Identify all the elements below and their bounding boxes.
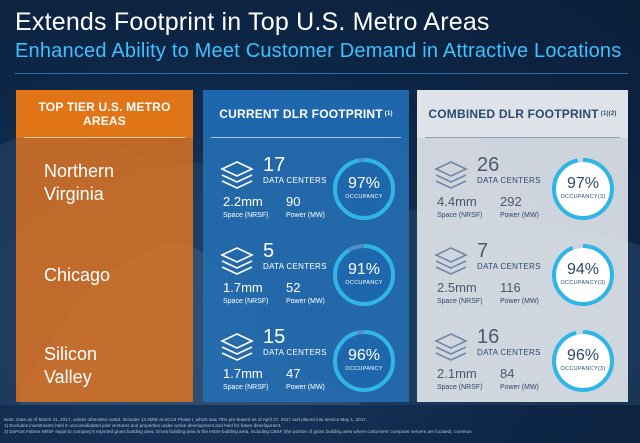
current-footprint-header: CURRENT DLR FOOTPRINT (1)	[203, 90, 409, 138]
data-center-stack-icon	[220, 333, 254, 361]
combined-footprint-column: COMBINED DLR FOOTPRINT (1)(2) 26 DATA CENT…	[417, 90, 628, 402]
power-value: 84	[500, 366, 515, 381]
data-center-stack-icon	[434, 247, 468, 275]
space-label: Space (NRSF)	[437, 298, 483, 305]
data-center-stack-icon	[434, 161, 468, 189]
occupancy-percent: 97%	[347, 175, 381, 192]
occupancy-ring-fill	[552, 158, 614, 220]
metro-northern-virginia: Northern Virginia	[44, 161, 115, 204]
data-centers-label: DATA CENTERS	[263, 176, 327, 185]
occupancy-percent: 94%	[566, 261, 600, 278]
data-center-count: 5	[263, 240, 275, 262]
footnote-1: 1) Excludes investments held in unconsol…	[4, 423, 282, 428]
power-label: Power (MW)	[286, 384, 325, 391]
occupancy-ring-graphic	[552, 244, 614, 306]
space-label: Space (NRSF)	[223, 298, 269, 305]
current-row-chicago: 5 DATA CENTERS 1.7mm 52 Space (NRSF) Power (M…	[203, 240, 409, 328]
occupancy-ring-fill	[552, 330, 614, 392]
combined-footprint-header: COMBINED DLR FOOTPRINT (1)(2)	[417, 90, 628, 138]
current-footprint-column: CURRENT DLR FOOTPRINT (1) 17 DATA CENTERS 2…	[203, 90, 409, 402]
footnote-note: Note: Data as of March 31, 2017, unless …	[4, 417, 368, 422]
space-value: 2.2mm	[223, 194, 263, 209]
footnotes: Note: Data as of March 31, 2017, unless …	[4, 417, 634, 435]
occupancy-label: OCCUPANCY	[345, 366, 383, 372]
data-center-count: 16	[477, 326, 500, 348]
occupancy-label: OCCUPANCY	[345, 194, 383, 200]
occupancy-percent: 97%	[566, 175, 600, 192]
occupancy-percent: 96%	[566, 347, 600, 364]
occupancy-ring: 97% OCCUPANCY(3)	[550, 156, 616, 222]
occupancy-ring-graphic	[333, 330, 395, 392]
power-label: Power (MW)	[500, 212, 539, 219]
data-centers-label: DATA CENTERS	[263, 262, 327, 271]
data-center-count: 26	[477, 154, 500, 176]
data-centers-label: DATA CENTERS	[263, 348, 327, 357]
page-title: Extends Footprint in Top U.S. Metro Area…	[15, 8, 490, 36]
power-value: 52	[286, 280, 301, 295]
metro-areas-header-label: TOP TIER U.S. METRO AREAS	[38, 100, 171, 128]
data-centers-label: DATA CENTERS	[477, 348, 541, 357]
power-value: 116	[500, 280, 521, 295]
combined-row-northern-virginia: 26 DATA CENTERS 4.4mm 292 Space (NRSF) Power …	[417, 154, 628, 242]
occupancy-label: OCCUPANCY(3)	[560, 194, 606, 200]
metro-areas-header: TOP TIER U.S. METRO AREAS	[16, 90, 193, 138]
title-divider	[15, 73, 628, 74]
page-subtitle: Enhanced Ability to Meet Customer Demand…	[15, 40, 622, 62]
combined-row-chicago: 7 DATA CENTERS 2.5mm 116 Space (NRSF) Power (…	[417, 240, 628, 328]
data-center-count: 15	[263, 326, 286, 348]
metro-areas-column: TOP TIER U.S. METRO AREAS Northern Virgi…	[16, 90, 193, 402]
combined-row-silicon-valley: 16 DATA CENTERS 2.1mm 84 Space (NRSF) Power (…	[417, 326, 628, 414]
space-value: 2.1mm	[437, 366, 477, 381]
power-value: 90	[286, 194, 301, 209]
occupancy-ring-fill	[552, 244, 614, 306]
occupancy-percent: 96%	[347, 347, 381, 364]
space-label: Space (NRSF)	[223, 212, 269, 219]
footnote-2: 2) DuPont Fabros NRSF equal to company's…	[4, 429, 472, 434]
occupancy-ring: 96% OCCUPANCY(3)	[550, 328, 616, 394]
occupancy-ring-fill	[333, 244, 395, 306]
power-label: Power (MW)	[286, 212, 325, 219]
data-center-count: 7	[477, 240, 489, 262]
occupancy-ring-graphic	[552, 158, 614, 220]
space-label: Space (NRSF)	[437, 384, 483, 391]
space-value: 4.4mm	[437, 194, 477, 209]
current-row-silicon-valley: 15 DATA CENTERS 1.7mm 47 Space (NRSF) Power (…	[203, 326, 409, 414]
data-center-count: 17	[263, 154, 286, 176]
occupancy-ring: 94% OCCUPANCY(3)	[550, 242, 616, 308]
space-label: Space (NRSF)	[437, 212, 483, 219]
data-center-stack-icon	[220, 161, 254, 189]
space-value: 1.7mm	[223, 280, 263, 295]
power-label: Power (MW)	[500, 384, 539, 391]
data-centers-label: DATA CENTERS	[477, 176, 541, 185]
occupancy-label: OCCUPANCY(3)	[560, 280, 606, 286]
occupancy-ring-fill	[333, 330, 395, 392]
occupancy-ring: 96% OCCUPANCY	[331, 328, 397, 394]
occupancy-ring: 91% OCCUPANCY	[331, 242, 397, 308]
occupancy-percent: 91%	[347, 261, 381, 278]
current-row-northern-virginia: 17 DATA CENTERS 2.2mm 90 Space (NRSF) Power (…	[203, 154, 409, 242]
data-center-stack-icon	[434, 333, 468, 361]
data-center-stack-icon	[220, 247, 254, 275]
occupancy-label: OCCUPANCY	[345, 280, 383, 286]
power-label: Power (MW)	[500, 298, 539, 305]
space-label: Space (NRSF)	[223, 384, 269, 391]
space-value: 1.7mm	[223, 366, 263, 381]
occupancy-ring-fill	[333, 158, 395, 220]
space-value: 2.5mm	[437, 280, 477, 295]
power-label: Power (MW)	[286, 298, 325, 305]
power-value: 292	[500, 194, 522, 209]
metro-chicago: Chicago	[44, 265, 111, 285]
occupancy-ring-graphic	[333, 158, 395, 220]
occupancy-ring-graphic	[333, 244, 395, 306]
data-centers-label: DATA CENTERS	[477, 262, 541, 271]
occupancy-ring: 97% OCCUPANCY	[331, 156, 397, 222]
occupancy-ring-graphic	[552, 330, 614, 392]
occupancy-label: OCCUPANCY(3)	[560, 366, 606, 372]
power-value: 47	[286, 366, 301, 381]
metro-silicon-valley: Silicon Valley	[44, 344, 98, 387]
